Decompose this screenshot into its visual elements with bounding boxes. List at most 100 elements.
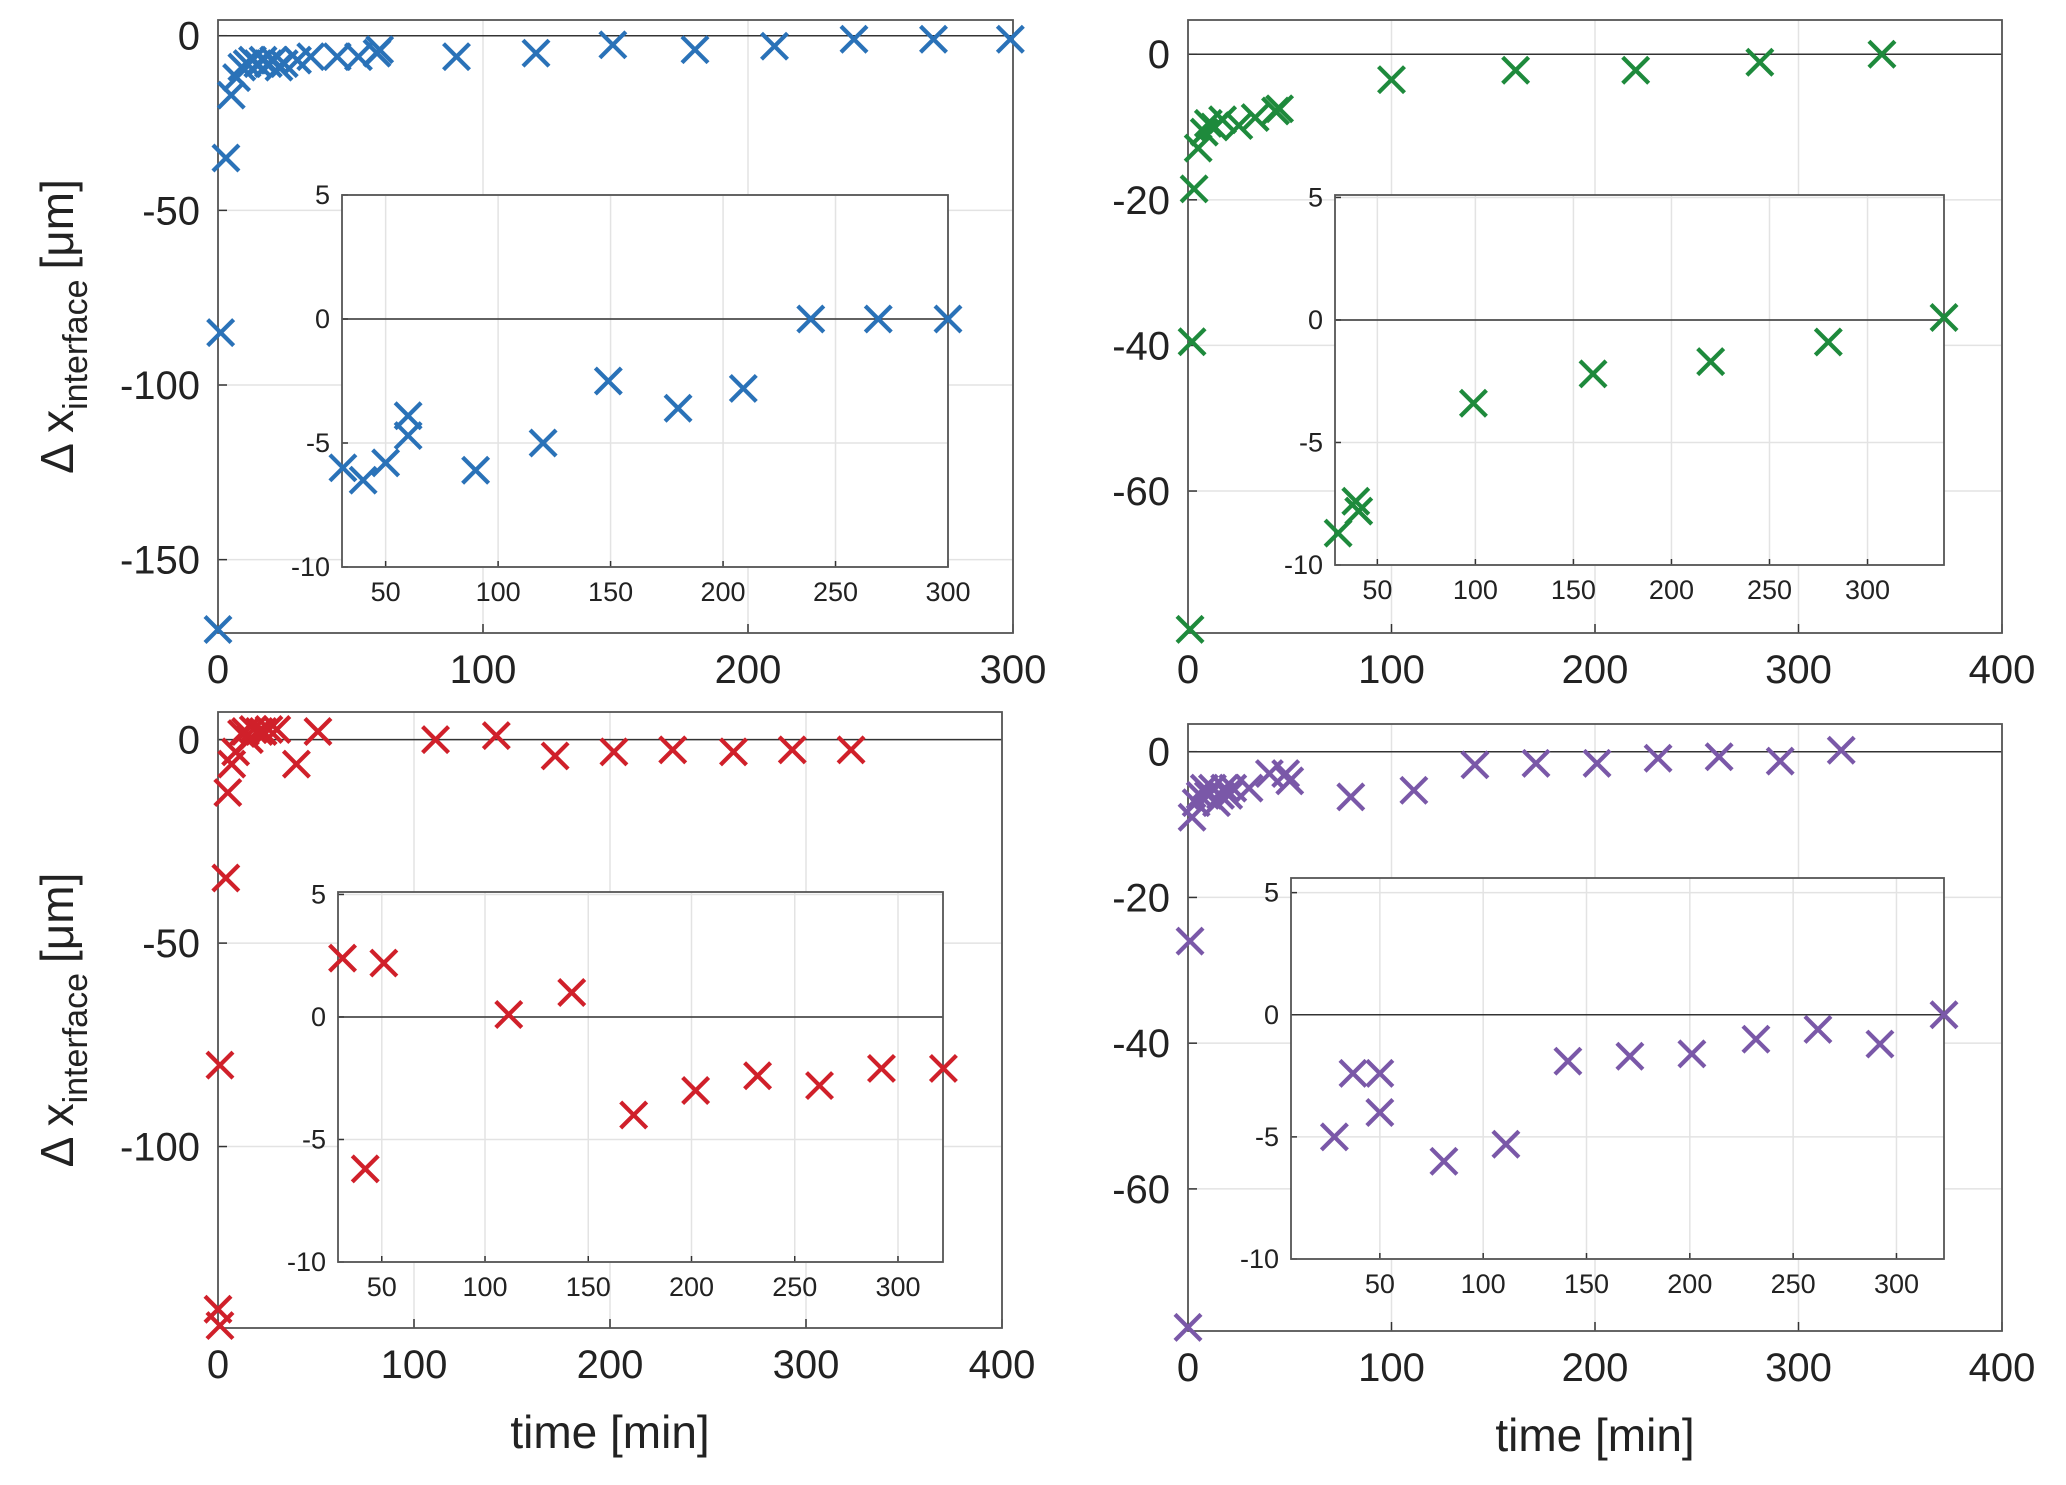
x-tick-label: 200 bbox=[1667, 1269, 1712, 1299]
marker bbox=[1741, 1024, 1771, 1054]
plot-frame bbox=[1187, 723, 2003, 1332]
x-tick-label: 400 bbox=[1969, 1346, 2036, 1390]
y-tick-label: 5 bbox=[1264, 878, 1279, 908]
y-label-unit: [μm] bbox=[31, 179, 83, 269]
y-tick-label: 0 bbox=[178, 719, 200, 763]
marker bbox=[1336, 782, 1366, 812]
y-tick-label: -50 bbox=[142, 189, 200, 233]
marker bbox=[1399, 775, 1429, 805]
marker bbox=[393, 421, 423, 451]
x-tick-label: 200 bbox=[715, 648, 782, 692]
marker bbox=[933, 304, 963, 334]
marker bbox=[203, 615, 233, 644]
plot-background bbox=[342, 195, 948, 567]
inset-plot: 50 100 150 200 250 300 -10 -5 0 5 bbox=[287, 879, 958, 1302]
marker bbox=[599, 737, 629, 767]
marker bbox=[1491, 1129, 1521, 1159]
marker bbox=[928, 1053, 958, 1083]
x-tick-label: 300 bbox=[925, 577, 970, 607]
x-tick-label: 150 bbox=[588, 577, 633, 607]
y-tick-label: 0 bbox=[315, 304, 330, 334]
inset-plot: 50 100 150 200 250 300 -10 -5 0 5 bbox=[1240, 877, 1959, 1299]
marker bbox=[1214, 780, 1244, 810]
x-tick-label: 300 bbox=[1765, 648, 1832, 692]
y-label-main: Δ x bbox=[31, 410, 83, 474]
marker bbox=[919, 24, 948, 54]
marker bbox=[211, 143, 241, 173]
y-tick-label: -60 bbox=[1112, 470, 1170, 514]
x-tick-label: 50 bbox=[371, 577, 401, 607]
marker bbox=[1208, 105, 1238, 135]
marker bbox=[663, 393, 693, 423]
plot-background bbox=[1335, 195, 1944, 565]
y-label-unit: [μm] bbox=[31, 873, 83, 963]
y-axis-label: Δ xinterface [μm] bbox=[31, 179, 95, 474]
x-tick-label: 300 bbox=[1765, 1346, 1832, 1390]
plot-background bbox=[338, 892, 943, 1262]
marker bbox=[303, 717, 333, 747]
plot-frame bbox=[217, 19, 1014, 634]
plot-frame bbox=[1187, 19, 2003, 634]
marker bbox=[1501, 55, 1531, 85]
marker bbox=[481, 721, 511, 751]
y-tick-label: 5 bbox=[1308, 182, 1323, 212]
x-tick-label: 200 bbox=[1562, 648, 1629, 692]
y-tick-label: -20 bbox=[1112, 876, 1170, 920]
plot-frame bbox=[337, 891, 944, 1263]
y-tick-label: 0 bbox=[1148, 33, 1170, 77]
x-tick-label: 300 bbox=[875, 1272, 920, 1302]
marker bbox=[296, 42, 326, 72]
marker bbox=[365, 35, 395, 65]
y-label-main: Δ x bbox=[31, 1103, 83, 1167]
marker bbox=[461, 455, 491, 485]
marker bbox=[1929, 303, 1959, 333]
x-tick-label: 50 bbox=[1365, 1269, 1395, 1299]
marker bbox=[995, 24, 1025, 54]
y-tick-label: -5 bbox=[1299, 427, 1323, 457]
marker bbox=[369, 948, 399, 978]
x-tick-label: 100 bbox=[1453, 575, 1498, 605]
inset-plot: 50 100 150 200 250 300 -10 -5 0 5 bbox=[1284, 182, 1959, 605]
y-tick-label: 0 bbox=[1148, 731, 1170, 775]
marker bbox=[1275, 766, 1305, 796]
marker bbox=[718, 737, 748, 767]
x-tick-label: 200 bbox=[669, 1272, 714, 1302]
y-tick-label: -60 bbox=[1112, 1168, 1170, 1212]
x-tick-label: 250 bbox=[772, 1272, 817, 1302]
x-tick-label: 0 bbox=[1177, 1346, 1199, 1390]
marker bbox=[805, 1071, 835, 1101]
marker bbox=[743, 1061, 773, 1091]
x-tick-label: 150 bbox=[1551, 575, 1596, 605]
marker bbox=[528, 428, 558, 458]
marker bbox=[1175, 614, 1205, 644]
y-tick-label: -5 bbox=[1255, 1122, 1279, 1152]
marker bbox=[863, 304, 893, 334]
y-label-subscript: interface bbox=[57, 973, 95, 1103]
y-tick-label: -100 bbox=[120, 364, 200, 408]
marker bbox=[1365, 1097, 1395, 1127]
x-tick-label: 0 bbox=[207, 1343, 229, 1387]
marker bbox=[205, 1311, 235, 1341]
inset-plot: 50 100 150 200 250 300 -10 -5 0 5 bbox=[291, 180, 971, 607]
marker bbox=[1338, 1058, 1368, 1088]
marker bbox=[348, 465, 378, 495]
marker bbox=[796, 304, 826, 334]
marker bbox=[1224, 111, 1254, 141]
y-tick-label: 0 bbox=[1264, 1000, 1279, 1030]
marker bbox=[866, 1053, 896, 1083]
marker bbox=[839, 24, 869, 54]
y-axis-label: Δ xinterface [μm] bbox=[31, 873, 95, 1168]
marker bbox=[1765, 746, 1795, 776]
y-tick-label: 0 bbox=[1308, 305, 1323, 335]
y-tick-label: 0 bbox=[178, 15, 200, 59]
marker bbox=[1745, 47, 1775, 77]
marker bbox=[1458, 388, 1488, 418]
x-tick-label: 100 bbox=[1461, 1269, 1506, 1299]
x-tick-label: 200 bbox=[1562, 1346, 1629, 1390]
x-tick-label: 400 bbox=[1969, 648, 2036, 692]
marker bbox=[1643, 743, 1673, 773]
marker bbox=[442, 42, 471, 72]
x-tick-label: 0 bbox=[1177, 648, 1199, 692]
marker bbox=[1867, 39, 1897, 69]
